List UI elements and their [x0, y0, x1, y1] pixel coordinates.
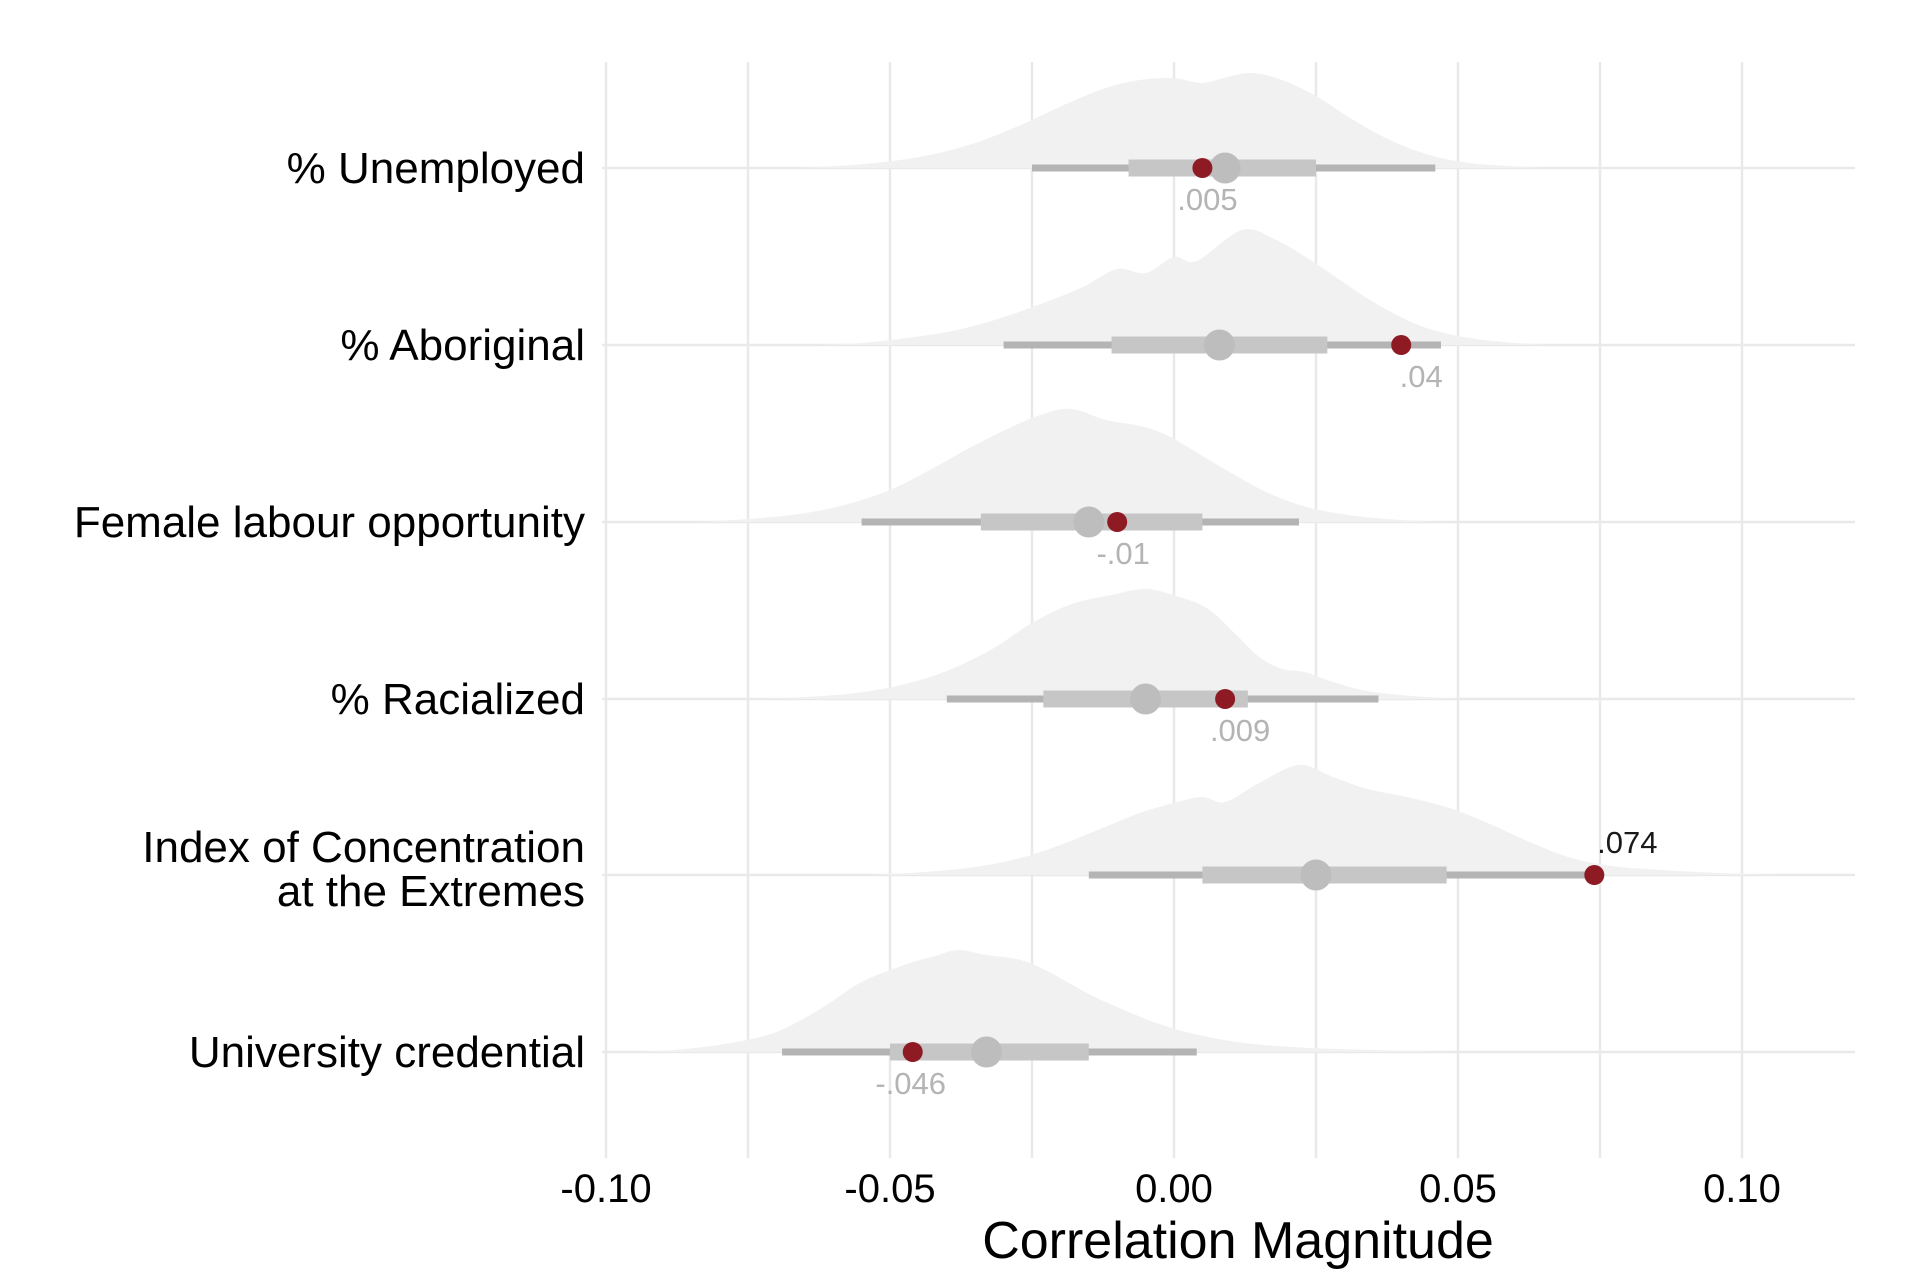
x-tick-label: 0.05 [1419, 1167, 1497, 1211]
observed-value-label: -.046 [875, 1066, 946, 1101]
observed-point [902, 1042, 923, 1062]
observed-point [1584, 865, 1605, 885]
observed-point [1215, 689, 1236, 709]
x-tick-label: 0.00 [1135, 1167, 1213, 1211]
observed-value-label: .074 [1597, 825, 1657, 860]
observed-point [1192, 158, 1213, 178]
row-label: % Aboriginal [340, 321, 585, 370]
row-label: % Racialized [331, 675, 585, 724]
row-label: University credential [189, 1028, 585, 1077]
density-layer [640, 72, 1777, 1052]
observed-value-label: -.01 [1096, 536, 1149, 571]
density-curve [872, 764, 1777, 875]
x-axis-title: Correlation Magnitude [982, 1212, 1494, 1270]
median-point [1300, 859, 1332, 891]
density-curve [640, 949, 1447, 1052]
row-label: Index of Concentration at the Extremes [142, 823, 585, 916]
intervals-layer [782, 152, 1605, 1068]
median-point [1203, 329, 1235, 361]
density-curve [816, 229, 1549, 345]
x-tick-label: -0.05 [844, 1167, 935, 1211]
median-point [1130, 683, 1162, 715]
observed-point [1107, 512, 1128, 532]
observed-value-label: .005 [1177, 182, 1237, 217]
observed-value-label: .04 [1400, 359, 1443, 394]
observed-value-label: .009 [1210, 713, 1270, 748]
row-label: % Unemployed [287, 144, 585, 193]
observed-point [1391, 335, 1412, 355]
median-point [971, 1036, 1003, 1068]
row-label: Female labour opportunity [74, 498, 585, 547]
density-curve [793, 72, 1549, 168]
labels-layer: .005 % Unemployed .04 % Aboriginal -.01 Femal… [74, 144, 1781, 1211]
gridlines-layer [602, 62, 1855, 1158]
x-tick-label: -0.10 [560, 1167, 651, 1211]
median-point [1209, 152, 1241, 184]
density-curve [753, 588, 1464, 699]
density-curve [696, 408, 1447, 522]
median-point [1073, 506, 1105, 538]
x-tick-label: 0.10 [1703, 1167, 1781, 1211]
